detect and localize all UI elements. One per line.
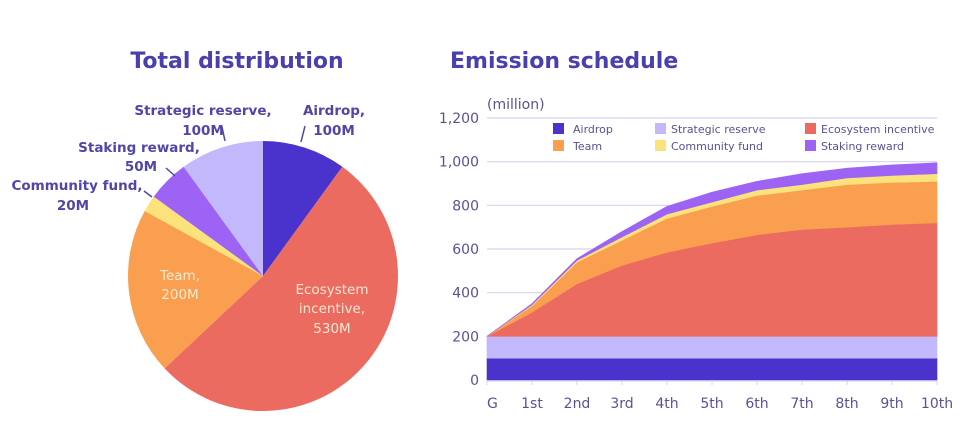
legend-item-airdrop: Airdrop <box>553 123 613 136</box>
label-airdrop-name: Airdrop, <box>303 103 365 119</box>
label-team: Team, 200M <box>159 268 200 303</box>
area-strategic-reserve <box>486 336 938 359</box>
x-tick-label: 1st <box>521 396 543 412</box>
x-tick-label: 2nd <box>564 396 591 412</box>
legend-swatch-team <box>553 140 564 151</box>
x-axis-ticks: G 1st 2nd 3rd 4th 5th 6th 7th 8th 9th 10th <box>486 380 953 412</box>
area-chart-title: Emission schedule <box>450 49 678 74</box>
legend-swatch-ecosystem-incentive <box>805 123 816 134</box>
label-team-name: Team, <box>159 268 200 284</box>
pie-slice-airdrop <box>263 141 343 276</box>
leader-line-community-fund <box>143 190 153 198</box>
label-community-fund-name: Community fund, <box>11 178 142 194</box>
legend-label-community-fund: Community fund <box>671 140 763 153</box>
label-ecosystem-value: 530M <box>313 321 350 337</box>
label-strategic-reserve-value: 100M <box>182 123 224 139</box>
y-axis-unit-label: (million) <box>487 97 545 113</box>
y-tick-label: 200 <box>452 329 479 345</box>
area-staking-reward <box>486 162 938 337</box>
leader-line-airdrop <box>300 125 306 143</box>
legend-item-staking-reward: Staking reward <box>805 140 904 153</box>
x-tick-label: 7th <box>790 396 813 412</box>
legend-swatch-staking-reward <box>805 140 816 151</box>
legend-item-strategic-reserve: Strategic reserve <box>655 123 766 136</box>
label-community-fund: Community fund, 20M <box>11 178 153 214</box>
stacked-areas <box>486 162 938 381</box>
x-tick-label: 6th <box>745 396 768 412</box>
legend-label-airdrop: Airdrop <box>573 123 613 136</box>
y-tick-label: 0 <box>470 373 479 389</box>
label-staking-reward: Staking reward, 50M <box>78 140 200 177</box>
leader-line-strategic-reserve <box>221 126 226 142</box>
legend-label-ecosystem-incentive: Ecosystem incentive <box>821 123 935 136</box>
label-ecosystem-line1: Ecosystem <box>295 282 368 298</box>
legend-swatch-community-fund <box>655 140 666 151</box>
legend: Airdrop Strategic reserve Ecosystem ince… <box>553 123 935 153</box>
label-strategic-reserve: Strategic reserve, 100M <box>134 103 272 142</box>
legend-label-team: Team <box>572 140 602 153</box>
legend-item-team: Team <box>553 140 602 153</box>
pie-slice-staking-reward <box>153 166 263 276</box>
label-community-fund-value: 20M <box>57 198 89 214</box>
label-staking-reward-value: 50M <box>125 159 157 175</box>
label-airdrop-value: 100M <box>313 123 355 139</box>
leader-line-staking-reward <box>165 167 176 177</box>
y-tick-label: 1,200 <box>439 111 479 127</box>
legend-label-strategic-reserve: Strategic reserve <box>671 123 766 136</box>
y-tick-label: 600 <box>452 242 479 258</box>
label-strategic-reserve-name: Strategic reserve, <box>134 103 271 119</box>
y-tick-label: 400 <box>452 286 479 302</box>
pie-slice-ecosystem-incentive <box>164 166 398 411</box>
x-tick-label: 5th <box>700 396 723 412</box>
legend-item-ecosystem-incentive: Ecosystem incentive <box>805 123 935 136</box>
x-tick-label: 8th <box>835 396 858 412</box>
y-tick-label: 1,000 <box>439 155 479 171</box>
area-airdrop <box>486 357 938 381</box>
legend-item-community-fund: Community fund <box>655 140 763 153</box>
pie-slice-community-fund <box>144 196 263 276</box>
y-axis-ticks: 0 200 400 600 800 1,000 1,200 <box>439 111 479 389</box>
pie-chart-title: Total distribution <box>130 49 343 74</box>
legend-swatch-strategic-reserve <box>655 123 666 134</box>
area-chart-emission-schedule: Emission schedule (million) 0 200 400 600 80… <box>439 49 953 412</box>
label-ecosystem-line2: incentive, <box>299 301 365 317</box>
legend-swatch-airdrop <box>553 123 564 134</box>
label-airdrop: Airdrop, 100M <box>300 103 365 143</box>
pie-slice-team <box>127 210 263 369</box>
x-tick-label: G <box>487 396 498 412</box>
x-tick-label: 9th <box>880 396 903 412</box>
label-team-value: 200M <box>161 287 198 303</box>
label-ecosystem-incentive: Ecosystem incentive, 530M <box>295 282 368 337</box>
pie-slices <box>127 141 398 411</box>
x-tick-label: 10th <box>921 396 953 412</box>
legend-label-staking-reward: Staking reward <box>821 140 904 153</box>
y-tick-label: 800 <box>452 198 479 214</box>
pie-slice-strategic-reserve <box>183 141 263 276</box>
label-staking-reward-name: Staking reward, <box>78 140 200 156</box>
x-tick-label: 4th <box>655 396 678 412</box>
x-tick-label: 3rd <box>610 396 633 412</box>
pie-chart-total-distribution: Total distribution Strategic reserve, 10… <box>11 49 398 411</box>
